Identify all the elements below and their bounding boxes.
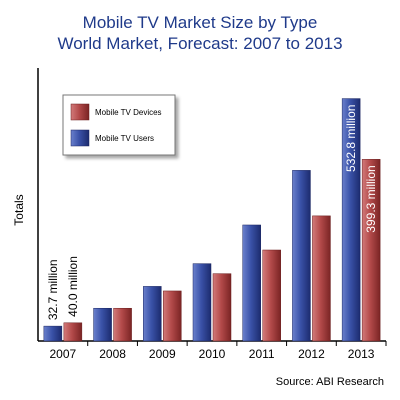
bar-mobile-tv-users-2012 [292,170,311,342]
chart-title: Mobile TV Market Size by Type [82,13,318,32]
bar-mobile-tv-users-2009 [143,286,162,342]
y-axis-label: Totals [12,194,26,225]
x-tick-label-2009: 2009 [149,347,176,361]
bar-mobile-tv-users-2010 [192,263,212,342]
legend-swatch-mobile-tv-users [70,129,90,147]
bar-mobile-tv-users-2007 [43,325,63,342]
chart-subtitle: World Market, Forecast: 2007 to 2013 [57,34,343,53]
legend-label-mobile-tv-users: Mobile TV Users [95,134,154,143]
data-label-mobile-tv-devices-2007: 40.0 million [66,256,80,317]
data-label-mobile-tv-users-2007: 32.7 million [46,259,60,320]
x-tick-label-2013: 2013 [348,347,375,361]
bar-mobile-tv-devices-2007 [63,322,83,342]
bar-mobile-tv-devices-2012 [312,215,331,342]
legend-label-mobile-tv-devices: Mobile TV Devices [95,108,162,117]
source-note: Source: ABI Research [275,376,384,388]
bar-mobile-tv-users-2013 [341,98,361,342]
legend-swatch-mobile-tv-devices [70,103,90,121]
data-label-mobile-tv-users-2013: 532.8 million [344,105,358,172]
x-tick-label-2011: 2011 [249,347,275,361]
x-tick-label-2007: 2007 [50,347,77,361]
bar-mobile-tv-devices-2011 [262,249,281,342]
data-label-mobile-tv-devices-2013: 399.3 million [364,165,378,232]
x-tick-label-2012: 2012 [298,347,325,361]
x-tick-label-2008: 2008 [99,347,126,361]
bar-mobile-tv-devices-2008 [113,307,132,342]
bar-mobile-tv-users-2008 [93,307,112,342]
bar-mobile-tv-devices-2009 [163,290,182,342]
bar-mobile-tv-devices-2010 [212,273,232,342]
x-tick-label-2010: 2010 [199,347,226,361]
bar-mobile-tv-users-2011 [242,224,261,342]
bar-mobile-tv-devices-2013 [361,159,381,342]
